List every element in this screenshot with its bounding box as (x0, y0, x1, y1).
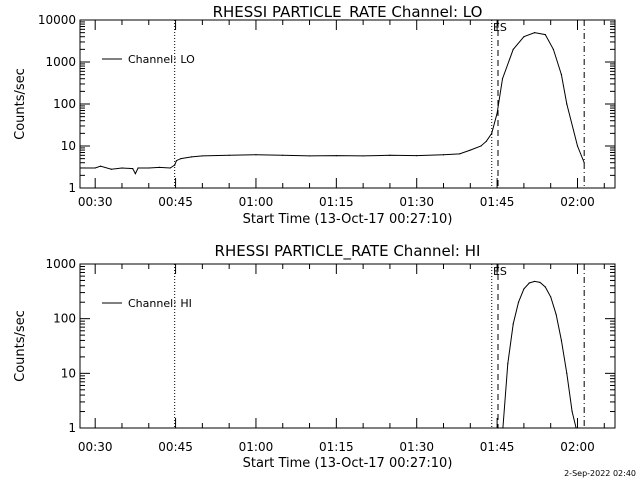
data-point (576, 145, 579, 147)
data-point (110, 168, 112, 170)
data-point (507, 363, 509, 365)
data-point (512, 48, 514, 50)
data-point (552, 48, 554, 50)
x-tick-label: 01:00 (239, 440, 274, 454)
y-tick-label: 1 (68, 181, 76, 195)
y-tick-label: 10000 (38, 13, 76, 27)
legend-label: Channel: HI (128, 297, 192, 310)
plot-frame (79, 19, 616, 189)
x-tick-label: 01:15 (319, 440, 354, 454)
y-tick-label: 1000 (45, 55, 76, 69)
data-point (416, 155, 418, 157)
chart-title: RHESSI PARTICLE_RATE Channel: LO (213, 3, 483, 22)
data-point (575, 427, 577, 429)
y-tick-label: 100 (53, 312, 76, 326)
data-point (502, 427, 504, 429)
x-tick-label: 01:30 (399, 195, 434, 209)
data-point (560, 339, 563, 342)
data-point (560, 74, 563, 76)
data-point (442, 154, 445, 156)
data-point (180, 158, 182, 160)
data-point (523, 288, 525, 290)
data-point (550, 296, 552, 298)
series-line-channel-hi (502, 280, 577, 428)
data-point (566, 372, 568, 374)
panel-lo-channel: RHESSI PARTICLE_RATE Channel: LO 00:30 00:… (13, 3, 616, 227)
data-point (523, 36, 525, 38)
x-tick-label: 02:00 (560, 195, 595, 209)
data-point (282, 154, 284, 156)
data-point (528, 282, 530, 284)
x-tick-label: 01:30 (399, 440, 434, 454)
data-point (539, 281, 541, 284)
data-point (389, 154, 391, 156)
y-tick-label: 10 (61, 139, 76, 153)
y-tick-label: 1000 (45, 257, 76, 271)
chart-title: RHESSI PARTICLE_RATE Channel: HI (215, 242, 481, 261)
data-point (158, 166, 161, 168)
x-axis-label: Start Time (13-Oct-17 00:27:10) (243, 212, 453, 227)
data-point (201, 155, 203, 157)
data-point (485, 140, 487, 142)
data-point (362, 155, 364, 157)
data-point (134, 173, 136, 175)
data-point (534, 280, 536, 283)
data-point (517, 301, 520, 303)
x-tick-label: 00:30 (78, 195, 113, 209)
x-tick-label: 00:45 (158, 440, 193, 454)
y-tick-label: 10 (61, 366, 76, 380)
data-point (228, 154, 230, 156)
data-point (555, 313, 557, 315)
y-axis-label: Counts/sec (13, 310, 28, 382)
legend-label: Channel: LO (128, 53, 195, 66)
x-tick-label: 00:30 (78, 440, 113, 454)
x-tick-label: 00:45 (158, 195, 193, 209)
data-point (566, 103, 568, 105)
data-point (534, 32, 536, 34)
data-point (137, 167, 139, 169)
data-point (175, 159, 178, 162)
data-point (458, 153, 461, 155)
data-point (571, 410, 573, 413)
data-point (94, 167, 96, 169)
data-point (121, 167, 123, 169)
data-point (308, 155, 311, 157)
data-point (491, 132, 493, 134)
x-tick-label: 01:00 (239, 195, 274, 209)
x-tick-label: 02:00 (560, 440, 595, 454)
data-point (99, 165, 102, 167)
y-tick-label: 100 (53, 97, 76, 111)
data-point (512, 323, 514, 325)
plot-frame (79, 263, 616, 429)
data-point (544, 33, 546, 36)
y-tick-label: 1 (68, 421, 76, 435)
x-tick-label: 01:45 (480, 195, 515, 209)
data-point (469, 149, 471, 151)
footer-timestamp: 2-Sep-2022 02:40 (564, 469, 636, 478)
data-point (544, 286, 546, 288)
data-point (169, 167, 171, 169)
panel-hi-channel: RHESSI PARTICLE_RATE Channel: HI 00:30 00:… (13, 242, 616, 471)
data-point (480, 145, 482, 147)
data-point (496, 112, 498, 114)
x-tick-label: 01:45 (480, 440, 515, 454)
x-axis-label: Start Time (13-Oct-17 00:27:10) (243, 456, 453, 471)
data-point (79, 167, 81, 169)
data-point (255, 154, 257, 156)
es-annotation: ES (493, 21, 507, 34)
data-point (191, 156, 193, 158)
y-axis-label: Counts/sec (13, 68, 28, 140)
data-point (335, 155, 337, 157)
es-annotation: ES (493, 265, 507, 278)
data-point (501, 78, 504, 80)
data-point (148, 167, 150, 169)
x-tick-label: 01:15 (319, 195, 354, 209)
data-point (132, 167, 134, 170)
data-point (174, 164, 176, 166)
data-point (583, 162, 585, 164)
